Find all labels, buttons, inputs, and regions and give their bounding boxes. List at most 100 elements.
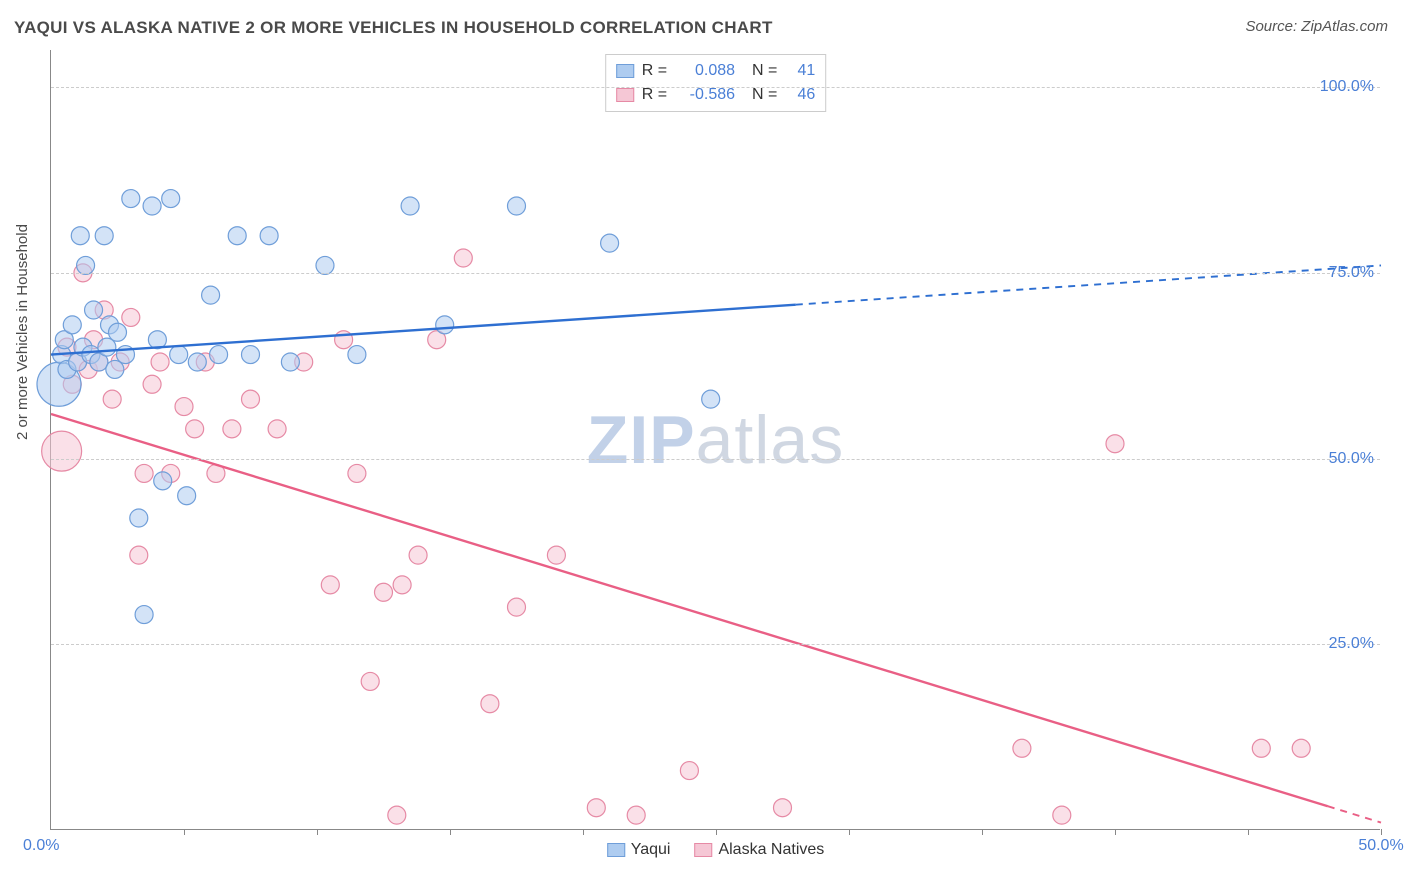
data-point — [242, 346, 260, 364]
x-tick-mark — [849, 829, 850, 835]
data-point — [627, 806, 645, 824]
data-point — [281, 353, 299, 371]
source-attribution: Source: ZipAtlas.com — [1245, 18, 1388, 35]
x-tick-mark — [982, 829, 983, 835]
data-point — [122, 190, 140, 208]
data-point — [151, 353, 169, 371]
gridline-h — [51, 87, 1380, 88]
data-point — [481, 695, 499, 713]
data-point — [680, 762, 698, 780]
data-point — [228, 227, 246, 245]
gridline-h — [51, 459, 1380, 460]
y-tick-label: 25.0% — [1329, 635, 1374, 653]
scatter-svg — [51, 50, 1380, 829]
data-point — [587, 799, 605, 817]
data-point — [71, 227, 89, 245]
y-axis-label: 2 or more Vehicles in Household — [14, 224, 31, 440]
legend-r-label: R = — [642, 59, 667, 83]
data-point — [1252, 739, 1270, 757]
data-point — [321, 576, 339, 594]
data-point — [85, 301, 103, 319]
data-point — [130, 546, 148, 564]
data-point — [702, 390, 720, 408]
data-point — [508, 197, 526, 215]
data-point — [63, 316, 81, 334]
data-point — [143, 375, 161, 393]
data-point — [393, 576, 411, 594]
x-tick-mark — [317, 829, 318, 835]
data-point — [223, 420, 241, 438]
regression-line-extrapolated — [796, 265, 1381, 304]
chart-title: YAQUI VS ALASKA NATIVE 2 OR MORE VEHICLE… — [14, 18, 773, 38]
data-point — [454, 249, 472, 267]
data-point — [409, 546, 427, 564]
data-point — [135, 606, 153, 624]
data-point — [202, 286, 220, 304]
data-point — [186, 420, 204, 438]
data-point — [774, 799, 792, 817]
legend-label: Yaqui — [631, 841, 671, 859]
x-tick-mark — [583, 829, 584, 835]
data-point — [170, 346, 188, 364]
data-point — [436, 316, 454, 334]
legend-swatch — [607, 843, 625, 857]
data-point — [401, 197, 419, 215]
data-point — [162, 190, 180, 208]
data-point — [122, 308, 140, 326]
x-tick-mark — [1381, 829, 1382, 835]
legend-correlation: R =0.088 N =41R =-0.586 N =46 — [605, 54, 827, 112]
data-point — [42, 431, 82, 471]
gridline-h — [51, 644, 1380, 645]
y-tick-label: 50.0% — [1329, 450, 1374, 468]
legend-swatch — [616, 88, 634, 102]
data-point — [188, 353, 206, 371]
data-point — [1292, 739, 1310, 757]
data-point — [361, 672, 379, 690]
data-point — [210, 346, 228, 364]
legend-series: Yaqui Alaska Natives — [607, 841, 825, 859]
legend-swatch — [694, 843, 712, 857]
regression-line — [51, 414, 1328, 806]
data-point — [1106, 435, 1124, 453]
data-point — [547, 546, 565, 564]
legend-r-value: 0.088 — [675, 59, 735, 83]
data-point — [316, 256, 334, 274]
data-point — [135, 464, 153, 482]
plot-area: ZIPatlas R =0.088 N =41R =-0.586 N =46 Y… — [50, 50, 1380, 830]
data-point — [103, 390, 121, 408]
data-point — [348, 346, 366, 364]
data-point — [348, 464, 366, 482]
legend-n-label: N = — [743, 59, 777, 83]
data-point — [143, 197, 161, 215]
legend-stat-row: R = 0.088 N = 41 — [616, 59, 816, 83]
data-point — [77, 256, 95, 274]
data-point — [175, 398, 193, 416]
data-point — [109, 323, 127, 341]
data-point — [1013, 739, 1031, 757]
x-tick-mark — [184, 829, 185, 835]
x-tick-mark — [1248, 829, 1249, 835]
x-tick-label: 50.0% — [1358, 837, 1403, 855]
data-point — [1053, 806, 1071, 824]
data-point — [375, 583, 393, 601]
data-point — [178, 487, 196, 505]
data-point — [260, 227, 278, 245]
legend-label: Alaska Natives — [718, 841, 824, 859]
data-point — [154, 472, 172, 490]
legend-item: Alaska Natives — [694, 841, 824, 859]
regression-line — [51, 305, 796, 355]
x-tick-mark — [716, 829, 717, 835]
data-point — [508, 598, 526, 616]
regression-line-extrapolated — [1328, 806, 1381, 822]
y-tick-label: 100.0% — [1320, 78, 1374, 96]
legend-swatch — [616, 64, 634, 78]
data-point — [95, 227, 113, 245]
x-tick-mark — [450, 829, 451, 835]
legend-n-value: 41 — [785, 59, 815, 83]
data-point — [268, 420, 286, 438]
data-point — [601, 234, 619, 252]
gridline-h — [51, 273, 1380, 274]
data-point — [388, 806, 406, 824]
x-tick-origin: 0.0% — [23, 837, 59, 855]
y-tick-label: 75.0% — [1329, 264, 1374, 282]
